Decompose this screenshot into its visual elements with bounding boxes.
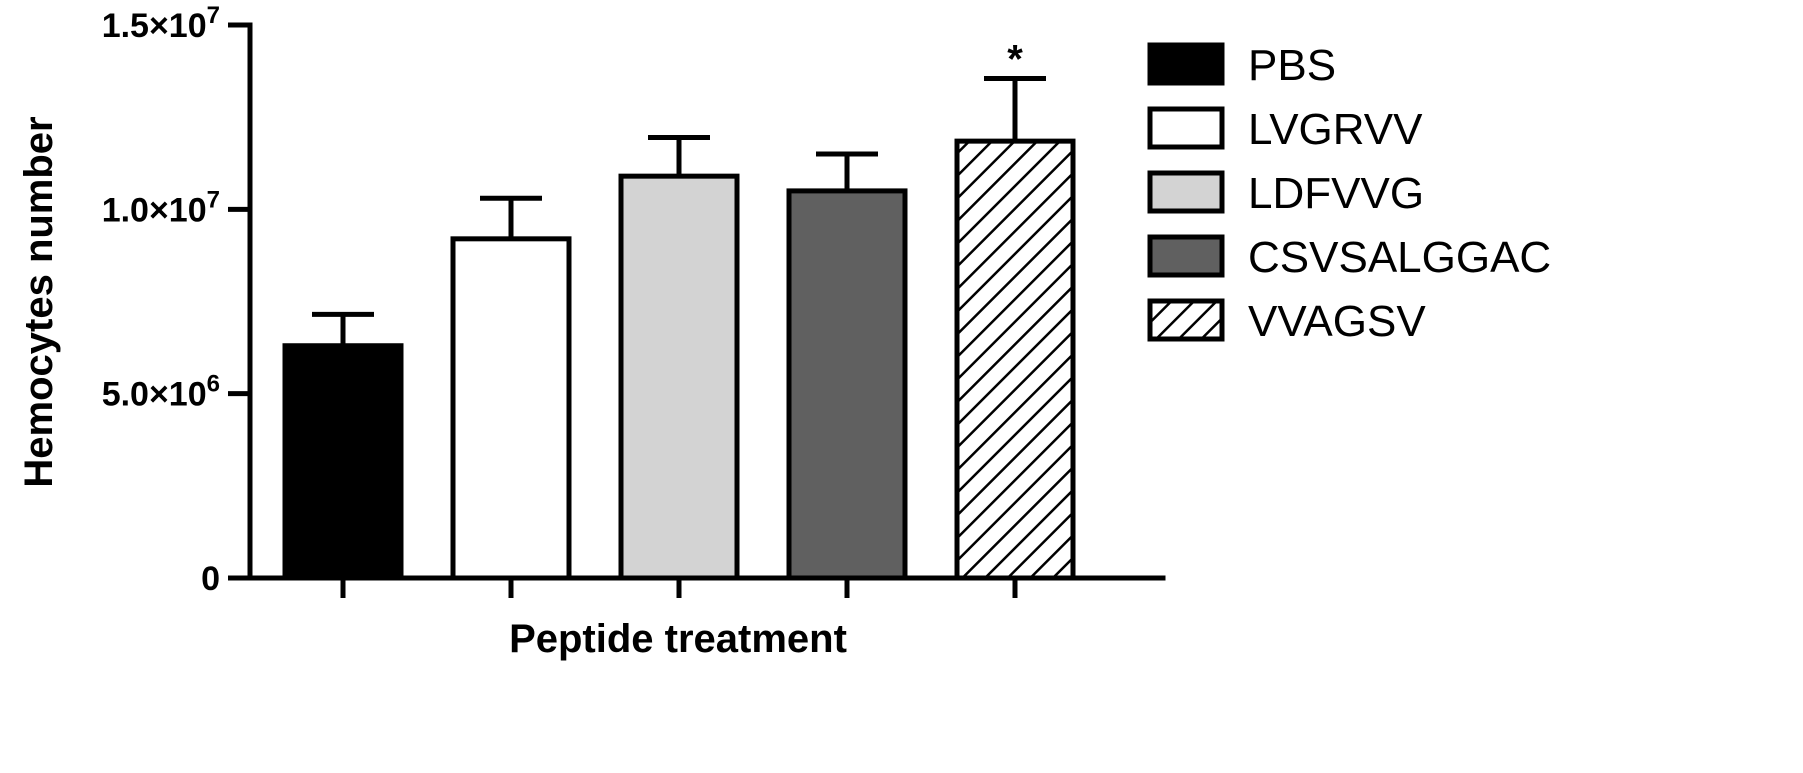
bar-ldfvvg xyxy=(618,173,740,581)
legend: PBS LVGRVV LDFVVG CSVSALGGAC VVAGSV xyxy=(1147,41,1551,346)
y-tick-exponent: 7 xyxy=(207,2,220,29)
bar-pbs xyxy=(282,343,404,581)
legend-item-ldfvvg: LDFVVG xyxy=(1147,169,1424,218)
legend-label: LDFVVG xyxy=(1248,169,1424,218)
y-tick-mantissa: 1.0×10 xyxy=(102,191,207,229)
legend-swatch xyxy=(1147,106,1225,150)
legend-label: CSVSALGGAC xyxy=(1248,233,1551,282)
legend-label: LVGRVV xyxy=(1248,105,1423,154)
legend-label: VVAGSV xyxy=(1248,297,1426,346)
y-tick-mantissa: 0 xyxy=(201,560,220,598)
legend-label: PBS xyxy=(1248,41,1336,90)
significance-marker: * xyxy=(1007,37,1023,81)
legend-item-vvagsv: VVAGSV xyxy=(1147,297,1426,346)
legend-item-lvgrvv: LVGRVV xyxy=(1147,105,1423,154)
y-tick-exponent: 6 xyxy=(207,371,220,398)
y-tick-label: 1.0×107 xyxy=(102,186,220,229)
x-axis-title: Peptide treatment xyxy=(509,617,847,661)
error-bars xyxy=(312,75,1046,346)
bar-lvgrvv xyxy=(450,236,572,581)
legend-item-csvsalggac: CSVSALGGAC xyxy=(1147,233,1551,282)
legend-swatch xyxy=(1147,298,1225,342)
bar-vvagsv xyxy=(954,138,1076,581)
x-ticks xyxy=(340,578,1018,598)
y-tick-mantissa: 1.5×10 xyxy=(102,7,207,45)
y-tick-label: 0 xyxy=(201,560,220,598)
y-tick-mantissa: 5.0×10 xyxy=(102,376,207,414)
legend-swatch xyxy=(1147,170,1225,214)
legend-swatch xyxy=(1147,42,1225,86)
annotations: * xyxy=(1007,37,1023,81)
y-axis-title: Hemocytes number xyxy=(17,116,61,487)
legend-item-pbs: PBS xyxy=(1147,41,1336,90)
y-tick-label: 1.5×107 xyxy=(102,2,220,45)
bar-csvsalggac xyxy=(786,188,908,581)
bars xyxy=(282,138,1076,581)
y-tick-label: 5.0×106 xyxy=(102,371,220,414)
legend-swatch xyxy=(1147,234,1225,278)
y-tick-exponent: 7 xyxy=(207,186,220,213)
